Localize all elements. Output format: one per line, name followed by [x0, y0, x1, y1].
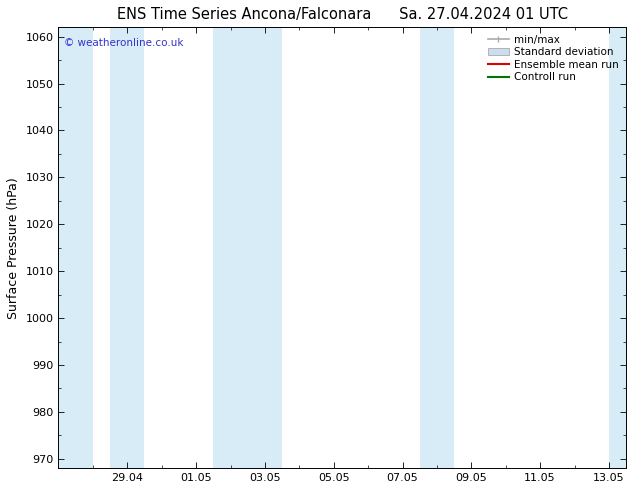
- Bar: [58, 27, 93, 468]
- Bar: [420, 27, 454, 468]
- Bar: [609, 27, 626, 468]
- Bar: [110, 27, 145, 468]
- Y-axis label: Surface Pressure (hPa): Surface Pressure (hPa): [7, 177, 20, 318]
- Bar: [213, 27, 282, 468]
- Text: © weatheronline.co.uk: © weatheronline.co.uk: [64, 38, 184, 49]
- Legend: min/max, Standard deviation, Ensemble mean run, Controll run: min/max, Standard deviation, Ensemble me…: [485, 31, 622, 86]
- Title: ENS Time Series Ancona/Falconara      Sa. 27.04.2024 01 UTC: ENS Time Series Ancona/Falconara Sa. 27.…: [117, 7, 568, 22]
